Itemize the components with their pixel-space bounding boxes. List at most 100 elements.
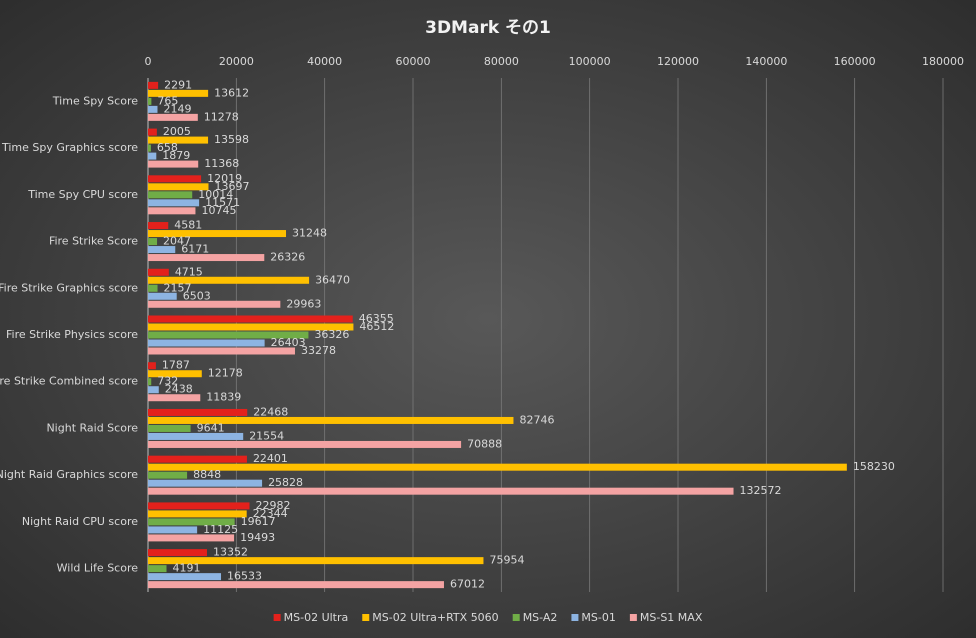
- bar: [148, 424, 191, 432]
- data-label: 11839: [206, 391, 241, 404]
- data-label: 4715: [175, 265, 203, 278]
- bar: [148, 565, 167, 573]
- bar: [148, 534, 235, 542]
- bar: [148, 144, 151, 152]
- data-label: 31248: [292, 227, 327, 240]
- legend-label: MS-01: [581, 611, 615, 624]
- data-label: 4581: [174, 219, 202, 232]
- data-label: 13697: [214, 180, 249, 193]
- x-tick-label: 80000: [484, 55, 519, 68]
- y-tick-label: Fire Strike Graphics score: [0, 281, 138, 294]
- bar: [148, 300, 281, 308]
- bar: [148, 370, 202, 378]
- legend-label: MS-02 Ultra+RTX 5060: [372, 611, 498, 624]
- legend-swatch: [273, 614, 281, 621]
- data-label: 21554: [249, 429, 284, 442]
- legend-label: MS-S1 MAX: [640, 611, 703, 624]
- data-label: 6171: [181, 243, 209, 256]
- data-label: 22468: [253, 405, 288, 418]
- bar: [148, 463, 847, 471]
- bar: [148, 408, 248, 416]
- bar: [148, 276, 310, 284]
- legend-swatch: [571, 614, 579, 621]
- x-tick-label: 20000: [219, 55, 254, 68]
- data-label: 13352: [213, 546, 248, 559]
- bar: [148, 331, 309, 339]
- legend: MS-02 Ultra MS-02 Ultra+RTX 5060 MS-A2 MS-0…: [273, 611, 703, 624]
- bar: [148, 487, 734, 495]
- data-label: 4191: [173, 562, 201, 575]
- chart-title: 3DMark その1: [425, 18, 551, 38]
- y-tick-label: Wild Life Score: [57, 562, 139, 575]
- bar: [148, 549, 207, 557]
- bar: [148, 246, 176, 254]
- data-label: 1787: [162, 359, 190, 372]
- data-label: 26326: [270, 251, 305, 264]
- data-label: 6503: [183, 289, 211, 302]
- data-label: 16533: [227, 570, 262, 583]
- data-label: 22401: [253, 452, 288, 465]
- bar: [148, 81, 159, 89]
- data-label: 36326: [314, 328, 349, 341]
- data-label: 765: [157, 94, 178, 107]
- bar: [148, 268, 169, 276]
- y-tick-label: Night Raid Score: [46, 421, 138, 434]
- data-label: 2157: [164, 281, 192, 294]
- bar: [148, 378, 152, 386]
- bar: [148, 89, 209, 97]
- bar: [148, 191, 193, 199]
- data-label: 9641: [197, 421, 225, 434]
- x-tick-label: 0: [145, 55, 152, 68]
- bar: [148, 128, 157, 136]
- data-label: 46512: [359, 320, 394, 333]
- bar: [148, 284, 158, 292]
- bar: [148, 113, 198, 121]
- bar: [148, 455, 247, 463]
- data-label: 2047: [163, 235, 191, 248]
- x-tick-label: 120000: [657, 55, 699, 68]
- bar: [148, 557, 484, 565]
- bar: [148, 292, 177, 300]
- y-tick-label: Fire Strike Physics score: [6, 328, 138, 341]
- bar: [148, 581, 444, 589]
- data-label: 8848: [193, 468, 221, 481]
- data-label: 33278: [301, 344, 336, 357]
- bar: [148, 440, 462, 448]
- bar: [148, 152, 157, 160]
- legend-label: MS-02 Ultra: [284, 611, 349, 624]
- data-label: 2291: [164, 78, 192, 91]
- bar: [148, 254, 265, 262]
- bar: [148, 105, 158, 113]
- bar: [148, 471, 188, 479]
- y-tick-label: Night Raid CPU score: [22, 515, 138, 528]
- x-tick-label: 140000: [745, 55, 787, 68]
- y-tick-label: Time Spy Score: [52, 94, 138, 107]
- bar: [148, 386, 159, 394]
- data-label: 82746: [519, 413, 554, 426]
- data-label: 12178: [208, 367, 243, 380]
- bar: [148, 222, 169, 230]
- bar: [148, 175, 202, 183]
- data-label: 11278: [204, 110, 239, 123]
- data-label: 12019: [207, 172, 242, 185]
- bar: [148, 323, 354, 331]
- data-label: 75954: [489, 554, 524, 567]
- data-label: 658: [157, 141, 178, 154]
- data-label: 36470: [315, 273, 350, 286]
- data-label: 11125: [203, 523, 238, 536]
- x-tick-label: 40000: [307, 55, 342, 68]
- bar: [148, 339, 265, 347]
- bar: [148, 199, 200, 207]
- bar: [148, 160, 199, 168]
- bar: [148, 502, 250, 510]
- data-label: 2438: [165, 383, 193, 396]
- data-label: 13612: [214, 86, 249, 99]
- data-label: 25828: [268, 476, 303, 489]
- bar: [148, 416, 514, 424]
- data-label: 22982: [256, 499, 291, 512]
- bar: [148, 315, 353, 323]
- bar: [148, 347, 295, 355]
- x-tick-label: 100000: [569, 55, 611, 68]
